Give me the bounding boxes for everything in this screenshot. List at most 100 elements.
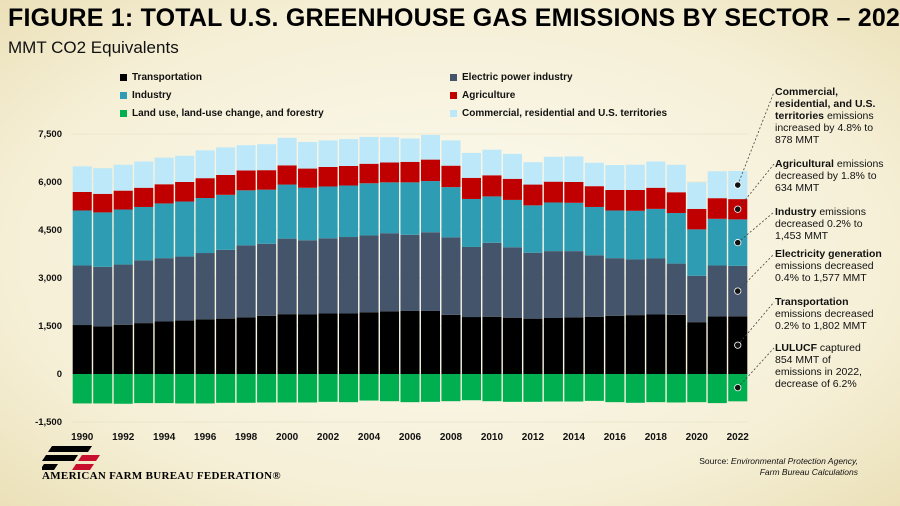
bar-segment <box>154 157 174 185</box>
bar-segment <box>543 202 563 252</box>
bar-segment <box>502 247 522 318</box>
bar-segment-lulucf <box>195 374 215 404</box>
bar-segment <box>605 190 625 211</box>
bar-segment <box>441 314 461 374</box>
bar-segment <box>339 166 359 186</box>
bar-segment <box>687 208 707 230</box>
bar-segment <box>72 265 92 326</box>
chart-subtitle: MMT CO2 Equivalents <box>8 38 179 57</box>
source-note: Source: Environmental Protection Agency,… <box>699 456 858 478</box>
bar-segment <box>339 139 359 166</box>
bar-segment <box>236 245 256 318</box>
x-tick-label: 2002 <box>317 432 340 443</box>
bar-segment-lulucf <box>134 374 154 404</box>
bar-segment <box>584 186 604 207</box>
annotation-bold: Commercial, residential, and U.S. territ… <box>775 86 876 122</box>
bar-segment-lulucf <box>523 374 543 402</box>
bar-segment-lulucf <box>339 374 359 403</box>
bar-segment <box>482 149 502 176</box>
bar-segment <box>379 311 400 374</box>
y-tick-label: 4,500 <box>38 225 62 236</box>
bar-segment <box>482 196 502 243</box>
legend-label: Land use, land-use change, and forestry <box>132 108 324 119</box>
bar-segment <box>93 193 113 213</box>
annotation-agriculture: Agricultural emissions decreased by 1.8%… <box>775 158 890 194</box>
bar-segment <box>154 321 174 374</box>
x-tick-label: 2000 <box>276 432 299 443</box>
legend-item-lulucf: Land use, land-use change, and forestry <box>120 108 324 119</box>
bar-segment <box>420 310 441 374</box>
legend-swatch <box>450 92 457 99</box>
bar-segment <box>543 181 563 203</box>
x-tick-label: 2020 <box>686 432 709 443</box>
bar-segment-lulucf <box>93 374 113 404</box>
bar-segment <box>564 251 584 318</box>
x-tick-label: 2004 <box>358 432 381 443</box>
chart-title: FIGURE 1: TOTAL U.S. GREENHOUSE GAS EMIS… <box>8 4 900 32</box>
bar-segment <box>564 202 584 252</box>
source-line2: Farm Bureau Calculations <box>759 467 858 477</box>
bar-segment-lulucf <box>707 374 727 404</box>
bar-segment <box>707 171 727 199</box>
bar-segment <box>400 182 420 235</box>
bar-segment <box>523 205 543 253</box>
bar-segment <box>441 187 461 238</box>
bar-segment-lulucf <box>441 374 461 402</box>
bar-segment-lulucf <box>175 374 195 404</box>
bar-segment <box>195 198 215 254</box>
bar-segment <box>502 317 522 374</box>
logo-text: AMERICAN FARM BUREAU FEDERATION® <box>42 470 281 482</box>
bar-segment <box>134 187 154 207</box>
annotation-bold: Agricultural <box>775 158 834 170</box>
bar-segment-lulucf <box>420 374 441 402</box>
bar-segment <box>195 150 215 179</box>
bar-segment-lulucf <box>400 374 420 403</box>
annotation-text: emissions increased by 4.8% to 878 MMT <box>775 110 874 146</box>
bar-segment <box>216 249 236 319</box>
legend-item-commercial: Commercial, residential and U.S. territo… <box>450 108 667 119</box>
bar-segment <box>379 233 400 312</box>
x-tick-label: 1998 <box>235 432 258 443</box>
bar-segment <box>687 322 707 374</box>
bar-segment <box>605 165 625 190</box>
bar-segment <box>502 199 522 248</box>
bar-segment <box>359 136 379 164</box>
bar-segment <box>482 242 502 317</box>
bar-segment <box>113 190 133 210</box>
annotation-text: emissions decreased 0.2% to 1,453 MMT <box>775 206 867 242</box>
legend-swatch <box>450 74 457 81</box>
bar-segment-lulucf <box>72 374 92 404</box>
bar-segment <box>298 240 318 315</box>
x-tick-label: 1990 <box>71 432 94 443</box>
bar-segment <box>543 318 563 374</box>
bar-segment <box>236 170 256 191</box>
bar-segment <box>175 182 195 202</box>
legend-item-electric-power: Electric power industry <box>450 72 573 83</box>
bar-segment <box>666 263 686 315</box>
y-tick-label: 6,000 <box>38 177 62 188</box>
farm-bureau-logo-icon <box>42 446 100 470</box>
bar-segment <box>420 181 441 233</box>
bar-segment-lulucf <box>564 374 584 402</box>
bar-segment <box>523 318 543 374</box>
bar-segment <box>93 168 113 194</box>
bar-segment <box>707 198 727 219</box>
annotation-leader-line <box>737 163 775 210</box>
y-tick-label: 1,500 <box>38 321 62 332</box>
annotation-dot <box>734 341 742 349</box>
bar-segment <box>72 210 92 266</box>
bar-segment <box>134 323 154 374</box>
bar-segment <box>482 175 502 197</box>
legend-swatch <box>120 110 127 117</box>
bar-segment <box>420 134 441 160</box>
bar-segment <box>216 318 236 374</box>
annotation-lulucf: LULUCF captured 854 MMT of emissions in … <box>775 342 880 390</box>
source-prefix: Source: <box>699 456 731 466</box>
bar-segment-lulucf <box>625 374 645 403</box>
annotation-dot <box>734 287 742 295</box>
annotation-industry: Industry emissions decreased 0.2% to 1,4… <box>775 206 890 242</box>
bar-segment <box>216 147 236 175</box>
bar-segment <box>175 201 195 257</box>
bar-segment <box>93 326 113 374</box>
